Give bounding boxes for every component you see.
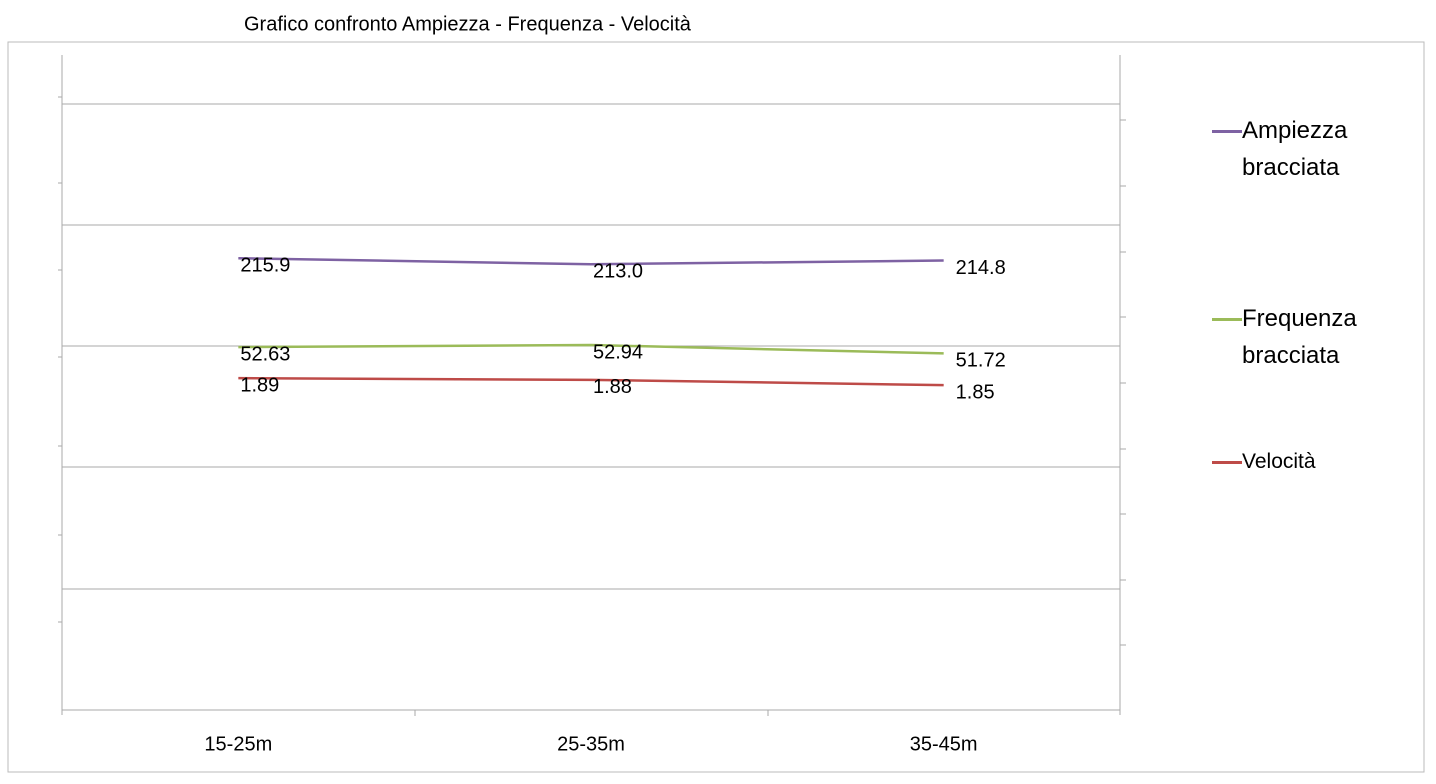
data-label: 1.89 (240, 374, 279, 396)
legend-label: Frequenza bracciata (1242, 305, 1357, 369)
legend-entry: Frequenza bracciata (1212, 300, 1382, 374)
legend-swatch (1212, 130, 1242, 133)
data-label: 52.94 (593, 341, 643, 363)
legend-label: Ampiezza bracciata (1242, 117, 1348, 181)
data-label: 51.72 (956, 350, 1006, 372)
legend-entry: Ampiezza bracciata (1212, 112, 1382, 186)
x-tick-label: 15-25m (204, 733, 272, 755)
legend-swatch (1212, 461, 1242, 464)
legend-label: Velocità (1242, 450, 1316, 473)
data-label: 1.88 (593, 376, 632, 398)
series-line (238, 376, 944, 387)
series-line (238, 256, 944, 266)
data-label: 215.9 (240, 254, 290, 276)
data-label: 214.8 (956, 257, 1006, 279)
data-label: 1.85 (956, 381, 995, 403)
data-label: 213.0 (593, 261, 643, 283)
legend-entry: Velocità (1212, 443, 1382, 480)
chart-border (7, 41, 1425, 773)
x-tick-label: 25-35m (557, 733, 625, 755)
x-tick-label: 35-45m (910, 733, 978, 755)
series-line (238, 343, 944, 355)
legend-swatch (1212, 318, 1242, 321)
chart-title: Grafico confronto Ampiezza - Frequenza -… (244, 13, 692, 35)
data-label: 52.63 (240, 343, 290, 365)
